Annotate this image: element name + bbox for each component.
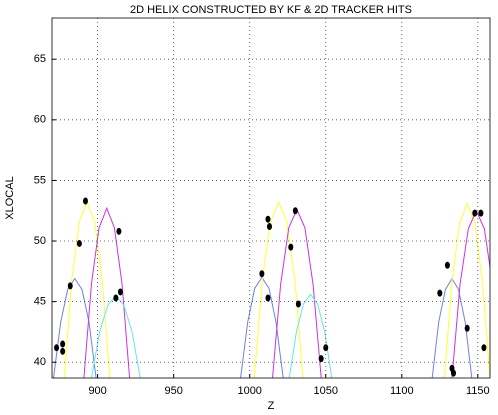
helix-arc	[288, 293, 333, 378]
tracker-hit	[67, 282, 73, 290]
x-tick-label: 1150	[466, 385, 490, 397]
tracker-hit	[259, 270, 265, 278]
tracker-hit	[472, 209, 478, 217]
x-axis-label: Z	[268, 400, 275, 412]
x-tick-label: 1000	[237, 385, 261, 397]
tracker-hit	[451, 369, 456, 377]
tracker-hit	[323, 344, 329, 352]
tracker-hit	[266, 222, 272, 230]
tracker-hit	[76, 239, 82, 247]
x-tick-label: 900	[88, 385, 106, 397]
tracker-hit	[54, 344, 60, 352]
tracker-hit	[117, 288, 123, 296]
x-tick-label: 950	[164, 385, 182, 397]
tracker-hit	[478, 209, 484, 217]
y-tick-label: 40	[34, 356, 46, 368]
y-tick-label: 60	[34, 114, 46, 126]
tracker-hit	[82, 197, 88, 205]
tracker-hit	[60, 347, 66, 355]
x-tick-label: 1100	[390, 385, 414, 397]
tracker-hit	[481, 344, 487, 352]
tracker-hit	[113, 294, 119, 302]
helix-arc	[53, 277, 97, 378]
tracker-hit	[60, 340, 66, 348]
y-tick-label: 55	[34, 174, 46, 186]
tracker-hit	[265, 215, 271, 223]
y-tick-label: 50	[34, 235, 46, 247]
tracker-hit	[437, 289, 443, 297]
helix-arc	[253, 200, 304, 378]
plot-area	[53, 197, 490, 378]
tracker-hit	[116, 227, 122, 235]
y-tick-label: 45	[34, 296, 46, 308]
tracker-hit	[288, 243, 294, 251]
y-tick-label: 65	[34, 53, 46, 65]
helix-arc	[443, 202, 490, 378]
tracker-hit	[292, 207, 298, 215]
axes-box	[51, 17, 491, 379]
tracker-hit	[318, 355, 324, 363]
helix-arc	[83, 206, 131, 378]
x-tick-label: 1050	[314, 385, 338, 397]
tracker-hit	[444, 261, 450, 269]
tracker-hit	[295, 300, 301, 308]
tracker-hit	[464, 324, 470, 332]
helix-arc	[240, 276, 284, 378]
tracker-hit	[265, 294, 271, 302]
y-axis-label: XLOCAL	[4, 176, 16, 219]
chart-title: 2D HELIX CONSTRUCTED BY KF & 2D TRACKER …	[130, 4, 412, 16]
